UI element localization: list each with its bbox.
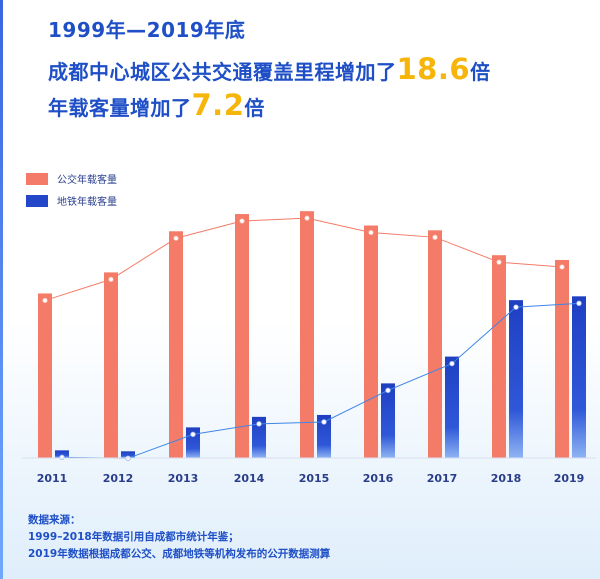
metro-bar-2016 [381, 383, 395, 458]
metro-bar-2013 [186, 427, 200, 458]
metro-point-2013 [190, 431, 196, 438]
bus-point-2017 [432, 234, 438, 241]
metro-point-2018 [513, 304, 519, 310]
legend-label-metro: 地铁年载客量 [57, 197, 117, 208]
x-tick-label-2015: 2015 [299, 472, 330, 485]
x-tick-label-2014: 2014 [234, 472, 265, 485]
metro-point-2016 [385, 387, 391, 394]
metro-bar-2018 [509, 300, 523, 458]
bus-point-2016 [368, 229, 374, 236]
bus-bar-2019 [555, 259, 569, 458]
metro-bar-2011 [55, 450, 69, 458]
bus-point-2013 [173, 235, 179, 241]
headline-ridership-value: 7.2 [191, 88, 245, 122]
metro-point-2015 [321, 419, 327, 425]
headline-coverage-text: 成都中心城区公共交通覆盖里程增加了 [48, 60, 397, 84]
metro-bar-2015 [317, 414, 331, 458]
chart-legend: 公交年载客量 地铁年载客量 [26, 172, 117, 216]
x-tick-label-2017: 2017 [427, 472, 458, 485]
bus-bar-2012 [104, 272, 118, 458]
legend-swatch-bus [26, 172, 48, 185]
data-source: 数据来源： 1999–2018年数据引用自成都市统计年鉴； 2019年数据根据成… [28, 512, 330, 563]
source-line-2: 2019年数据根据成都公交、成都地铁等机构发布的公开数据测算 [28, 548, 331, 560]
headline-ridership: 年载客量增加了7.2倍 [48, 88, 265, 122]
bus-bar-2013 [169, 231, 183, 458]
bar-chart: 2011 2012 2013 2014 2015 2016 2017 2018 2019 [22, 211, 596, 485]
metro-point-2019 [576, 300, 582, 307]
bus-point-2012 [108, 276, 114, 283]
bus-bar-2016 [364, 225, 378, 458]
bus-point-2019 [559, 264, 565, 270]
metro-bar-2012 [121, 451, 135, 458]
x-tick-label-2012: 2012 [103, 472, 134, 485]
source-title: 数据来源： [28, 514, 81, 526]
x-tick-label-2016: 2016 [363, 472, 394, 485]
bus-point-2015 [304, 215, 310, 221]
x-tick-label-2011: 2011 [37, 472, 68, 485]
left-accent-border [0, 0, 3, 579]
headline-period: 1999年—2019年底 [48, 18, 246, 42]
bus-bar-2018 [492, 255, 506, 458]
bus-point-2014 [239, 218, 245, 224]
headline-coverage-value: 18.6 [396, 52, 471, 86]
metro-point-2011 [59, 454, 65, 461]
legend-label-bus: 公交年载客量 [57, 175, 117, 186]
x-tick-label-2019: 2019 [554, 472, 585, 485]
bus-point-2018 [496, 259, 502, 265]
x-tick-label-2018: 2018 [491, 472, 522, 485]
bus-bar-2014 [235, 214, 249, 458]
headline-coverage-unit: 倍 [470, 60, 491, 84]
headline-ridership-unit: 倍 [244, 96, 265, 120]
bus-bar-2011 [38, 293, 52, 458]
metro-bar-2014 [252, 416, 266, 458]
metro-point-2014 [256, 421, 262, 427]
legend-item-metro: 地铁年载客量 [26, 194, 117, 208]
bus-bar-2015 [300, 211, 314, 458]
headline-ridership-text: 年载客量增加了 [48, 96, 192, 120]
x-tick-label-2013: 2013 [168, 472, 199, 485]
metro-bar-2019 [572, 296, 586, 458]
legend-item-bus: 公交年载客量 [26, 172, 117, 186]
source-line-1: 1999–2018年数据引用自成都市统计年鉴； [28, 531, 239, 543]
bus-point-2011 [42, 297, 48, 304]
metro-point-2017 [449, 360, 455, 367]
bus-bar-2017 [428, 230, 442, 458]
metro-bar-2017 [445, 356, 459, 458]
legend-swatch-metro [26, 194, 48, 207]
headline-coverage: 成都中心城区公共交通覆盖里程增加了18.6倍 [48, 52, 491, 86]
